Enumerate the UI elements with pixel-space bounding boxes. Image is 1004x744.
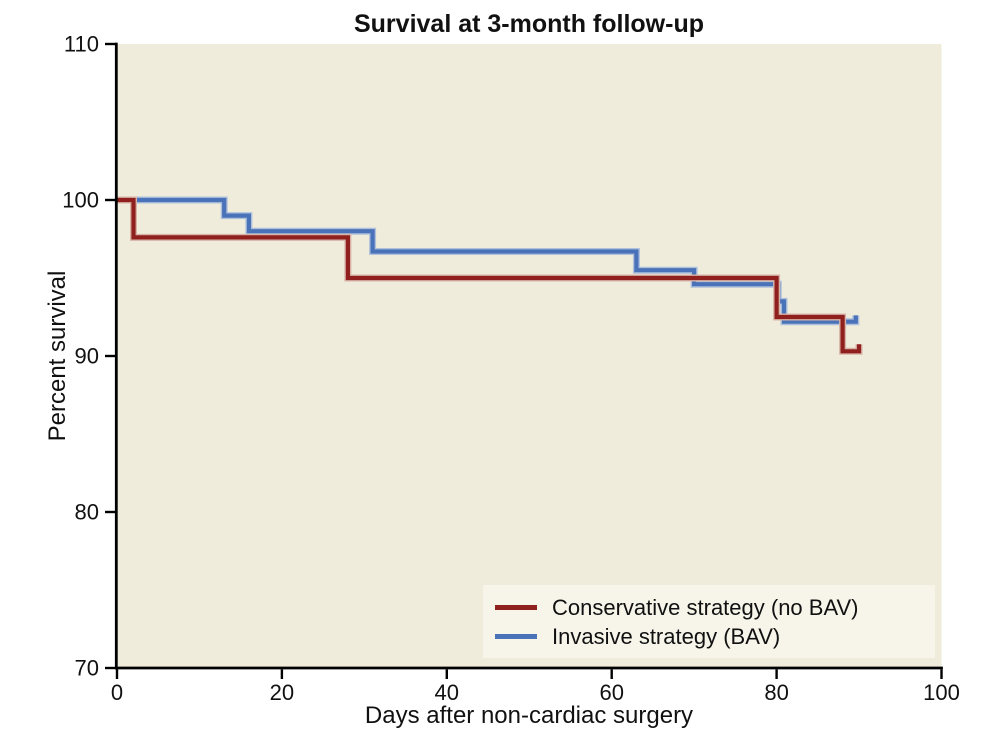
x-axis-label: Days after non-cardiac surgery [364,702,694,729]
chart-title: Survival at 3-month follow-up [353,10,704,38]
legend-swatch-invasive [495,634,537,639]
legend-label-conservative: Conservative strategy (no BAV) [552,594,859,620]
x-tick-label: 60 [599,680,623,705]
y-tick-label: 90 [75,344,99,369]
legend-swatch-conservative [495,605,537,610]
x-tick-label: 0 [111,680,123,705]
y-tick-label: 80 [75,500,99,525]
x-tick-label: 20 [270,680,294,705]
y-tick-label: 110 [64,32,99,57]
legend: Conservative strategy (no BAV) Invasive … [483,585,935,658]
y-tick-label: 100 [62,188,99,213]
legend-label-invasive: Invasive strategy (BAV) [552,623,781,649]
x-tick-label: 100 [923,680,960,705]
x-tick-label: 40 [435,680,459,705]
y-tick-label: 70 [75,656,99,681]
y-axis-label: Percent survival [44,270,71,442]
legend-item-conservative: Conservative strategy (no BAV) [495,593,935,622]
legend-item-invasive: Invasive strategy (BAV) [495,622,935,651]
x-tick-label: 80 [764,680,788,705]
